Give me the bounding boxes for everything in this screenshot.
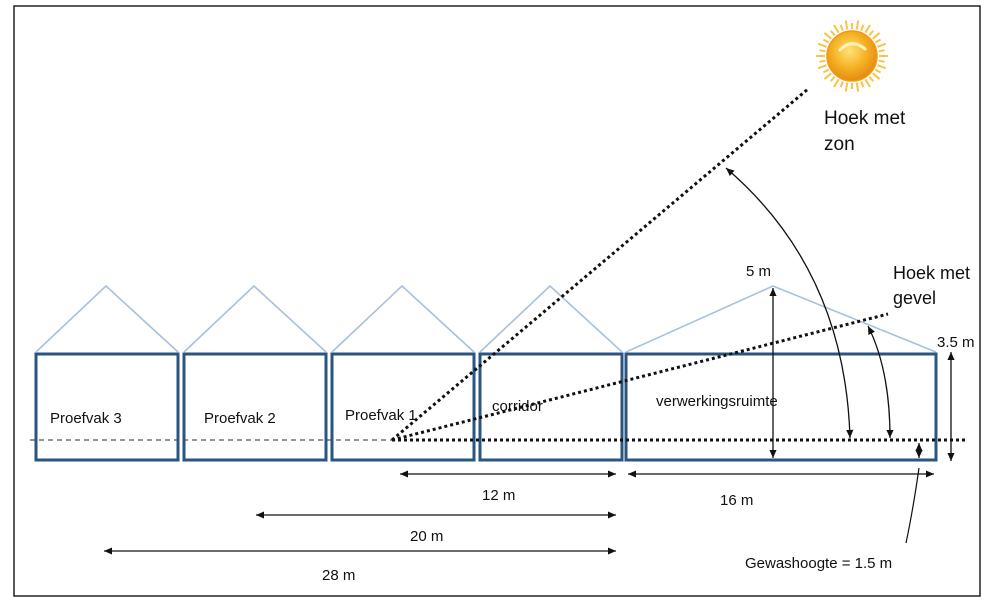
room-label-proefvak-2: Proefvak 2 bbox=[204, 410, 276, 427]
roof-verwerkingsruimte bbox=[625, 285, 937, 353]
sun-ray bbox=[830, 30, 836, 36]
sun-ray bbox=[844, 20, 849, 30]
sun-ray bbox=[868, 76, 874, 82]
sun-ray bbox=[855, 20, 860, 30]
walls bbox=[34, 352, 938, 462]
sun-sightline bbox=[391, 87, 809, 442]
sun-ray bbox=[819, 49, 826, 53]
sun-angle-label-line1: Hoek met bbox=[824, 108, 906, 129]
facade-angle-arc bbox=[867, 325, 894, 439]
sun-ray bbox=[877, 64, 887, 70]
room-label-verwerkingsruimte: verwerkingsruimte bbox=[656, 393, 778, 410]
dimension-label-16m: 16 m bbox=[720, 492, 753, 509]
sun-ray bbox=[872, 72, 881, 80]
sun-ray bbox=[860, 24, 865, 31]
sun-angle-arc bbox=[725, 167, 854, 439]
sun-ray bbox=[874, 68, 882, 74]
sun-ray bbox=[877, 42, 887, 48]
facade-angle-label-line2: gevel bbox=[893, 288, 936, 308]
sun-ray bbox=[822, 68, 830, 74]
dimension-label-12m: 12 m bbox=[482, 487, 515, 504]
crop-height-leader bbox=[905, 467, 920, 544]
sun-ray bbox=[817, 42, 827, 48]
sun-ray bbox=[817, 64, 827, 70]
sun-ray bbox=[822, 38, 830, 44]
facade-angle-label-line1: Hoek met bbox=[893, 263, 970, 283]
sun-ray bbox=[868, 30, 874, 36]
room-corridor bbox=[478, 352, 624, 462]
crop-height-label: Gewashoogte = 1.5 m bbox=[745, 555, 892, 572]
room-label-proefvak-1: Proefvak 1 bbox=[345, 407, 417, 424]
sun-ray bbox=[864, 24, 871, 34]
sun-ray bbox=[844, 82, 849, 92]
sun-ray bbox=[823, 32, 832, 40]
outer-border bbox=[13, 5, 981, 597]
sun-ray bbox=[830, 76, 836, 82]
room-proefvak-3 bbox=[34, 352, 180, 462]
roof-proefvak-1 bbox=[331, 284, 475, 353]
room-proefvak-2 bbox=[182, 352, 328, 462]
dimension-label-28m: 28 m bbox=[322, 567, 355, 584]
sun-ray bbox=[860, 81, 865, 88]
sun-icon bbox=[816, 20, 888, 92]
sun-ray bbox=[839, 24, 844, 31]
sun-ray bbox=[833, 24, 840, 34]
sun-ray bbox=[864, 78, 871, 88]
sun-ray bbox=[819, 59, 826, 63]
sun-ray bbox=[872, 32, 881, 40]
roof-proefvak-2 bbox=[183, 284, 327, 353]
sun-ray bbox=[878, 49, 885, 53]
sun-ray bbox=[839, 81, 844, 88]
sun-ray bbox=[823, 72, 832, 80]
sun-ray bbox=[878, 59, 885, 63]
room-proefvak-1 bbox=[330, 352, 476, 462]
room-label-corridor: corridor bbox=[492, 398, 543, 415]
eave-height-label: 3.5 m bbox=[937, 334, 975, 351]
roof-proefvak-3 bbox=[35, 284, 179, 353]
ridge-height-label: 5 m bbox=[746, 263, 771, 280]
sun-ray bbox=[855, 82, 860, 92]
sun-angle-label-line2: zon bbox=[824, 134, 855, 155]
sun-ray bbox=[874, 38, 882, 44]
sun-ray bbox=[833, 78, 840, 88]
roof-corridor bbox=[479, 284, 623, 353]
room-label-proefvak-3: Proefvak 3 bbox=[50, 410, 122, 427]
dimension-label-20m: 20 m bbox=[410, 528, 443, 545]
roofs bbox=[35, 284, 937, 353]
